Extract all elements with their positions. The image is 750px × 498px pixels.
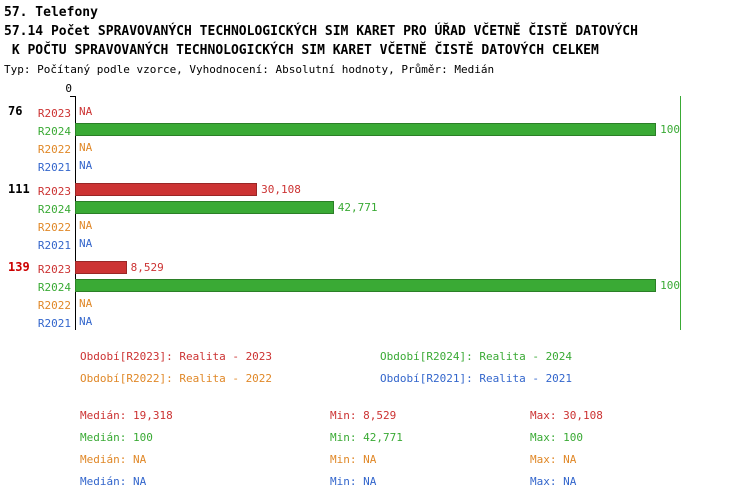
- group-label: 76: [8, 104, 23, 118]
- chart-row: R2024 42,771: [0, 198, 750, 216]
- bar-area: 100: [75, 120, 680, 138]
- chart-meta: Typ: Počítaný podle vzorce, Vyhodnocení:…: [4, 63, 495, 76]
- bar: [75, 278, 657, 292]
- bar: [75, 200, 334, 214]
- chart-row: R2021 NA: [0, 312, 750, 330]
- bar-value-label: NA: [79, 158, 93, 172]
- chart-row: R2021 NA: [0, 156, 750, 174]
- bar-area: 100: [75, 276, 680, 294]
- legend-item-r2023: Období[R2023]: Realita - 2023: [80, 350, 273, 363]
- chart-row: R2023 NA: [0, 102, 750, 120]
- chart-rows: 76 R2023 NA R2024 100 R2022: [0, 102, 750, 336]
- report-page: 57. Telefony 57.14 Počet SPRAVOVANÝCH TE…: [0, 0, 750, 488]
- stat-median: Medián: NA: [80, 475, 147, 488]
- period-label: R2021: [37, 160, 71, 174]
- stat-min: Min: 42,771: [330, 431, 403, 444]
- stat-median: Medián: NA: [80, 453, 147, 466]
- bar-area: 8,529: [75, 258, 680, 276]
- period-label: R2023: [37, 262, 71, 276]
- bar-value-label: 100: [660, 122, 680, 136]
- chart-row: R2022 NA: [0, 138, 750, 156]
- bar-area: NA: [75, 156, 680, 174]
- bar-value-label: 42,771: [337, 200, 378, 214]
- stat-max: Max: NA: [530, 453, 577, 466]
- chart-group-111: 111 R2023 30,108 R2024 42,771 R: [0, 180, 750, 252]
- bar-area: NA: [75, 294, 680, 312]
- stat-max: Max: 30,108: [530, 409, 603, 422]
- chart-legend: Období[R2023]: Realita - 2023 Období[R20…: [0, 350, 750, 385]
- bar-value-label: NA: [79, 296, 93, 310]
- stat-min: Min: 8,529: [330, 409, 397, 422]
- chart-group-139: 139 R2023 8,529 R2024 100 R2022: [0, 258, 750, 330]
- period-label: R2021: [37, 238, 71, 252]
- period-label: R2022: [37, 220, 71, 234]
- bar-area: NA: [75, 234, 680, 252]
- chart-row: R2022 NA: [0, 216, 750, 234]
- chart-row: R2024 100: [0, 276, 750, 294]
- period-label: R2021: [37, 316, 71, 330]
- stat-median: Medián: 100: [80, 431, 153, 444]
- bar-value-label: NA: [79, 104, 93, 118]
- period-label: R2023: [37, 106, 71, 120]
- chart-row: R2023 8,529: [0, 258, 750, 276]
- period-label: R2024: [37, 124, 71, 138]
- stat-median: Medián: 19,318: [80, 409, 173, 422]
- period-label: R2023: [37, 184, 71, 198]
- stat-max: Max: NA: [530, 475, 577, 488]
- chart-group-76: 76 R2023 NA R2024 100 R2022: [0, 102, 750, 174]
- bar-value-label: NA: [79, 140, 93, 154]
- chart-title-line1: 57.14 Počet SPRAVOVANÝCH TECHNOLOGICKÝCH…: [4, 24, 638, 39]
- axis-max-line: [680, 96, 681, 330]
- stat-min: Min: NA: [330, 475, 377, 488]
- stat-min: Min: NA: [330, 453, 377, 466]
- chart-row: R2021 NA: [0, 234, 750, 252]
- chart-title-line2: K POČTU SPRAVOVANÝCH TECHNOLOGICKÝCH SIM…: [4, 43, 599, 58]
- bar-value-label: 100: [660, 278, 680, 292]
- bar-chart: 0 76 R2023 NA R2024 100: [0, 82, 750, 334]
- bar-area: NA: [75, 138, 680, 156]
- axis-zero-label: 0: [65, 82, 72, 95]
- bar-area: NA: [75, 216, 680, 234]
- chart-row: R2024 100: [0, 120, 750, 138]
- legend-item-r2024: Období[R2024]: Realita - 2024: [380, 350, 573, 363]
- bar-value-label: 8,529: [130, 260, 164, 274]
- legend-item-r2021: Období[R2021]: Realita - 2021: [380, 372, 573, 385]
- chart-row: R2023 30,108: [0, 180, 750, 198]
- chart-header: 57. Telefony 57.14 Počet SPRAVOVANÝCH TE…: [0, 0, 750, 76]
- bar-area: NA: [75, 312, 680, 330]
- stats-table: Medián: 19,318 Min: 8,529 Max: 30,108 Me…: [0, 409, 750, 488]
- period-label: R2022: [37, 142, 71, 156]
- period-label: R2024: [37, 202, 71, 216]
- bar-area: 42,771: [75, 198, 680, 216]
- period-label: R2024: [37, 280, 71, 294]
- bar-area: 30,108: [75, 180, 680, 198]
- bar-value-label: NA: [79, 314, 93, 328]
- period-label: R2022: [37, 298, 71, 312]
- chart-row: R2022 NA: [0, 294, 750, 312]
- bar-area: NA: [75, 102, 680, 120]
- stats-row-r2023: Medián: 19,318 Min: 8,529 Max: 30,108: [80, 409, 750, 422]
- stats-row-r2024: Medián: 100 Min: 42,771 Max: 100: [80, 431, 750, 444]
- stats-row-r2021: Medián: NA Min: NA Max: NA: [80, 475, 750, 488]
- bar: [75, 260, 127, 274]
- group-label: 139: [8, 260, 30, 274]
- axis-tick: [70, 96, 75, 97]
- stat-max: Max: 100: [530, 431, 583, 444]
- stats-row-r2022: Medián: NA Min: NA Max: NA: [80, 453, 750, 466]
- legend-item-r2022: Období[R2022]: Realita - 2022: [80, 372, 273, 385]
- bar: [75, 122, 657, 136]
- group-label: 111: [8, 182, 30, 196]
- bar: [75, 182, 258, 196]
- bar-value-label: 30,108: [261, 182, 301, 196]
- bar-value-label: NA: [79, 218, 93, 232]
- bar-value-label: NA: [79, 236, 93, 250]
- chart-category: 57. Telefony: [4, 5, 98, 20]
